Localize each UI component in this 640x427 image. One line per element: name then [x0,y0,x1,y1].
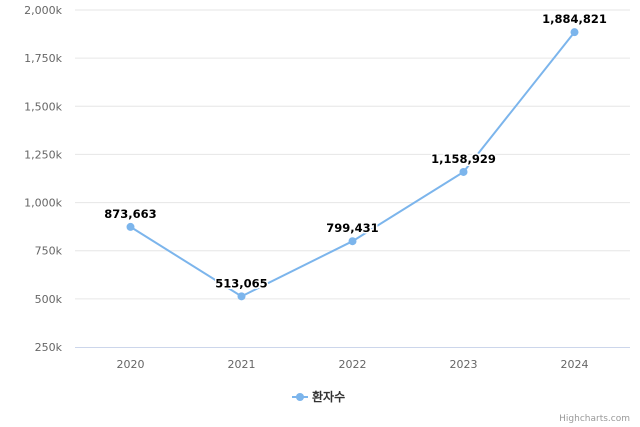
data-label: 1,884,821 [542,12,607,26]
data-label: 513,065 [215,276,267,290]
data-label: 799,431 [326,221,378,235]
legend-marker-icon [296,393,304,401]
y-tick-label: 1,000k [24,197,62,210]
data-label: 873,663 [104,207,156,221]
data-point [348,237,357,246]
legend-item[interactable]: 환자수 [312,389,345,404]
x-tick-label: 2020 [117,358,145,371]
y-tick-label: 1,750k [24,52,62,65]
y-tick-label: 2,000k [24,4,62,17]
y-tick-label: 1,500k [24,100,62,113]
y-tick-label: 750k [35,245,63,258]
x-tick-label: 2023 [450,358,478,371]
data-point [126,222,135,231]
data-point [570,28,579,37]
x-tick-label: 2021 [228,358,256,371]
series-line [129,31,576,298]
data-label: 1,158,929 [431,152,496,166]
data-point [237,292,246,301]
y-tick-label: 250k [35,341,63,354]
x-tick-label: 2022 [339,358,367,371]
x-tick-label: 2024 [561,358,589,371]
y-tick-label: 500k [35,293,63,306]
y-tick-label: 1,250k [24,148,62,161]
credits-link[interactable]: Highcharts.com [559,414,630,424]
data-point [459,167,468,176]
